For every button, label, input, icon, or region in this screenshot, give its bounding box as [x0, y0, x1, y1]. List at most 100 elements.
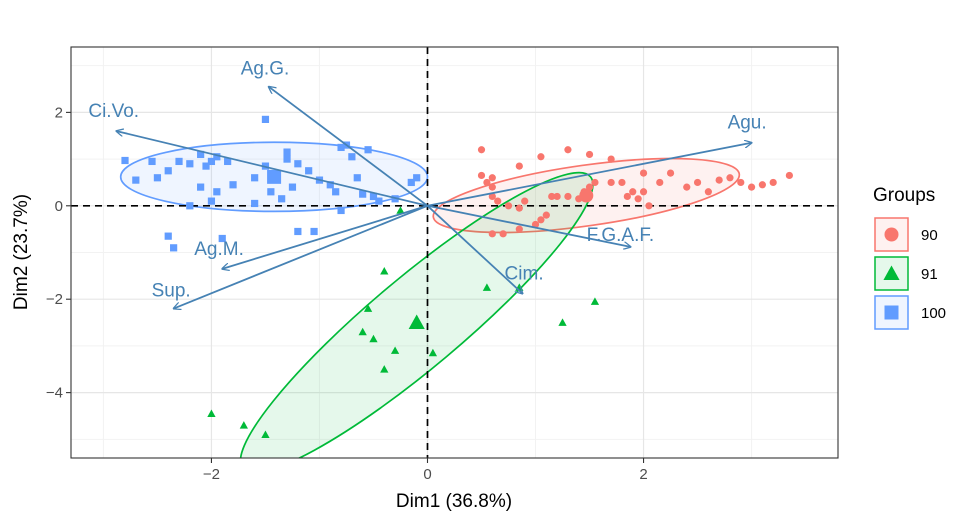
panel-border — [70, 46, 839, 459]
point-group-90 — [521, 197, 529, 205]
point-group-100 — [375, 197, 383, 205]
arrow-Cim. — [426, 205, 522, 294]
centroid-group-100 — [267, 169, 282, 184]
point-group-90 — [769, 178, 777, 187]
point-group-90 — [477, 146, 486, 154]
point-group-100 — [305, 167, 313, 175]
legend: Groups 90 91 100 — [873, 185, 946, 330]
variable-label: Ag.M. — [194, 239, 244, 260]
point-group-100 — [218, 234, 226, 243]
point-group-100 — [197, 183, 205, 191]
point-group-90 — [553, 192, 561, 201]
point-group-100 — [186, 202, 194, 210]
y-tick-label: 0 — [55, 198, 63, 215]
point-group-100 — [294, 160, 302, 168]
point-group-90 — [515, 162, 523, 170]
point-group-91 — [369, 334, 378, 343]
legend-marker-91 — [883, 265, 900, 280]
variable-label: Ag.G. — [241, 59, 290, 80]
variable-label: Sup. — [152, 281, 191, 302]
confidence-ellipses — [119, 141, 741, 458]
point-group-100 — [348, 153, 356, 161]
point-group-90 — [488, 192, 496, 201]
point-group-90 — [634, 195, 642, 203]
point-group-91 — [380, 267, 389, 275]
point-group-90 — [494, 197, 502, 205]
point-group-90 — [537, 153, 545, 161]
point-group-100 — [251, 199, 259, 208]
point-group-91 — [482, 283, 492, 291]
point-group-100 — [207, 157, 216, 166]
point-group-100 — [288, 183, 297, 191]
point-group-91 — [396, 206, 405, 214]
point-group-90 — [537, 216, 545, 224]
point-group-90 — [618, 178, 626, 187]
point-group-100 — [148, 157, 156, 166]
point-group-100 — [283, 155, 291, 163]
point-group-91 — [390, 346, 400, 354]
axes: −2 0 2 −4 −2 0 2 — [46, 104, 648, 483]
y-axis-title: Dim2 (23.7%) — [11, 194, 32, 310]
point-group-91 — [558, 318, 567, 326]
arrow-Agu. — [427, 143, 751, 207]
point-group-90 — [639, 169, 648, 177]
point-group-90 — [488, 174, 496, 182]
legend-marker-100 — [884, 305, 899, 320]
point-group-90 — [785, 171, 793, 180]
arrow-Ag.M. — [222, 204, 428, 269]
point-group-90 — [715, 176, 723, 184]
y-tick-label: −2 — [46, 291, 63, 308]
point-group-90 — [656, 178, 664, 187]
point-group-90 — [645, 202, 653, 210]
point-group-91 — [590, 297, 600, 305]
point-group-100 — [332, 188, 340, 196]
legend-label-91: 91 — [921, 266, 938, 283]
legend-title: Groups — [873, 185, 935, 206]
point-group-100 — [121, 156, 129, 165]
point-group-90 — [704, 188, 712, 196]
centroid-group-91 — [408, 314, 425, 329]
point-group-100 — [175, 157, 183, 166]
point-group-100 — [326, 181, 334, 189]
arrow-Ci.Vo. — [116, 131, 428, 207]
point-group-100 — [164, 167, 172, 175]
point-group-90 — [607, 155, 615, 163]
point-group-100 — [369, 192, 378, 201]
legend-label-100: 100 — [921, 305, 946, 322]
point-group-100 — [197, 150, 205, 159]
legend-label-90: 90 — [921, 227, 938, 244]
point-group-90 — [747, 183, 756, 191]
point-group-100 — [153, 174, 162, 182]
variable-label: Agu. — [728, 113, 767, 134]
point-group-90 — [666, 169, 675, 177]
legend-marker-90 — [884, 227, 899, 242]
point-group-91 — [239, 421, 248, 429]
zero-lines — [71, 47, 838, 458]
point-group-100 — [164, 232, 172, 240]
point-group-100 — [170, 244, 178, 252]
point-group-90 — [515, 225, 523, 233]
point-group-90 — [515, 204, 523, 212]
point-group-100 — [364, 146, 372, 154]
x-axis-title: Dim1 (36.8%) — [396, 491, 512, 512]
point-group-90 — [542, 211, 550, 219]
x-tick-label: −2 — [203, 466, 220, 483]
point-group-90 — [737, 178, 745, 187]
arrow-Sup. — [174, 204, 428, 309]
point-group-90 — [591, 178, 599, 187]
point-group-91 — [261, 430, 270, 438]
arrow-Ag.G. — [269, 87, 429, 207]
point-group-100 — [413, 174, 421, 182]
point-group-100 — [278, 195, 286, 203]
variable-label: F.G.A.F. — [587, 225, 655, 246]
point-group-90 — [629, 188, 637, 196]
point-group-91 — [358, 327, 367, 336]
point-group-90 — [564, 192, 572, 201]
point-group-90 — [607, 178, 615, 187]
point-group-90 — [585, 150, 594, 159]
point-group-100 — [407, 178, 415, 187]
point-group-100 — [186, 160, 194, 168]
x-tick-label: 2 — [639, 466, 647, 483]
variable-arrows: Ag.G. Ci.Vo. Agu. F.G.A.F. Cim. Ag.M.Sup. — [88, 59, 767, 309]
